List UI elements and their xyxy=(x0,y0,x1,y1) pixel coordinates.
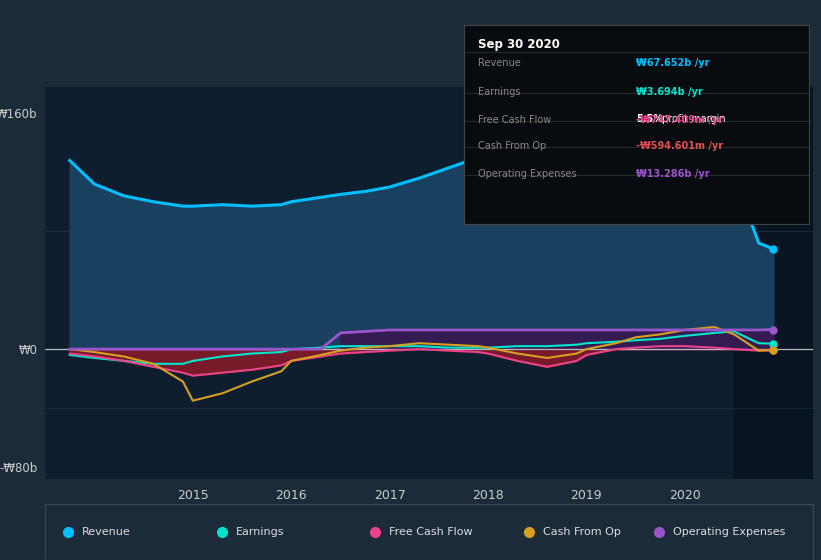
Text: Earnings: Earnings xyxy=(236,527,284,537)
Text: ₩13.286b /yr: ₩13.286b /yr xyxy=(636,169,710,179)
Bar xyxy=(734,87,813,479)
Text: ₩3.694b /yr: ₩3.694b /yr xyxy=(636,87,703,97)
Text: Operating Expenses: Operating Expenses xyxy=(478,169,576,179)
Text: Free Cash Flow: Free Cash Flow xyxy=(389,527,473,537)
Text: -₩747.409m /yr: -₩747.409m /yr xyxy=(636,115,723,125)
Text: Operating Expenses: Operating Expenses xyxy=(673,527,786,537)
Text: Free Cash Flow: Free Cash Flow xyxy=(478,115,551,125)
Text: ₩67.652b /yr: ₩67.652b /yr xyxy=(636,58,710,68)
Text: Revenue: Revenue xyxy=(82,527,131,537)
Text: Earnings: Earnings xyxy=(478,87,521,97)
Text: Cash From Op: Cash From Op xyxy=(543,527,621,537)
Text: Revenue: Revenue xyxy=(478,58,521,68)
Text: -₩594.601m /yr: -₩594.601m /yr xyxy=(636,141,723,151)
Text: profit margin: profit margin xyxy=(658,114,725,124)
Text: 5.5%: 5.5% xyxy=(636,114,663,124)
Text: Sep 30 2020: Sep 30 2020 xyxy=(478,38,560,51)
Text: Cash From Op: Cash From Op xyxy=(478,141,546,151)
